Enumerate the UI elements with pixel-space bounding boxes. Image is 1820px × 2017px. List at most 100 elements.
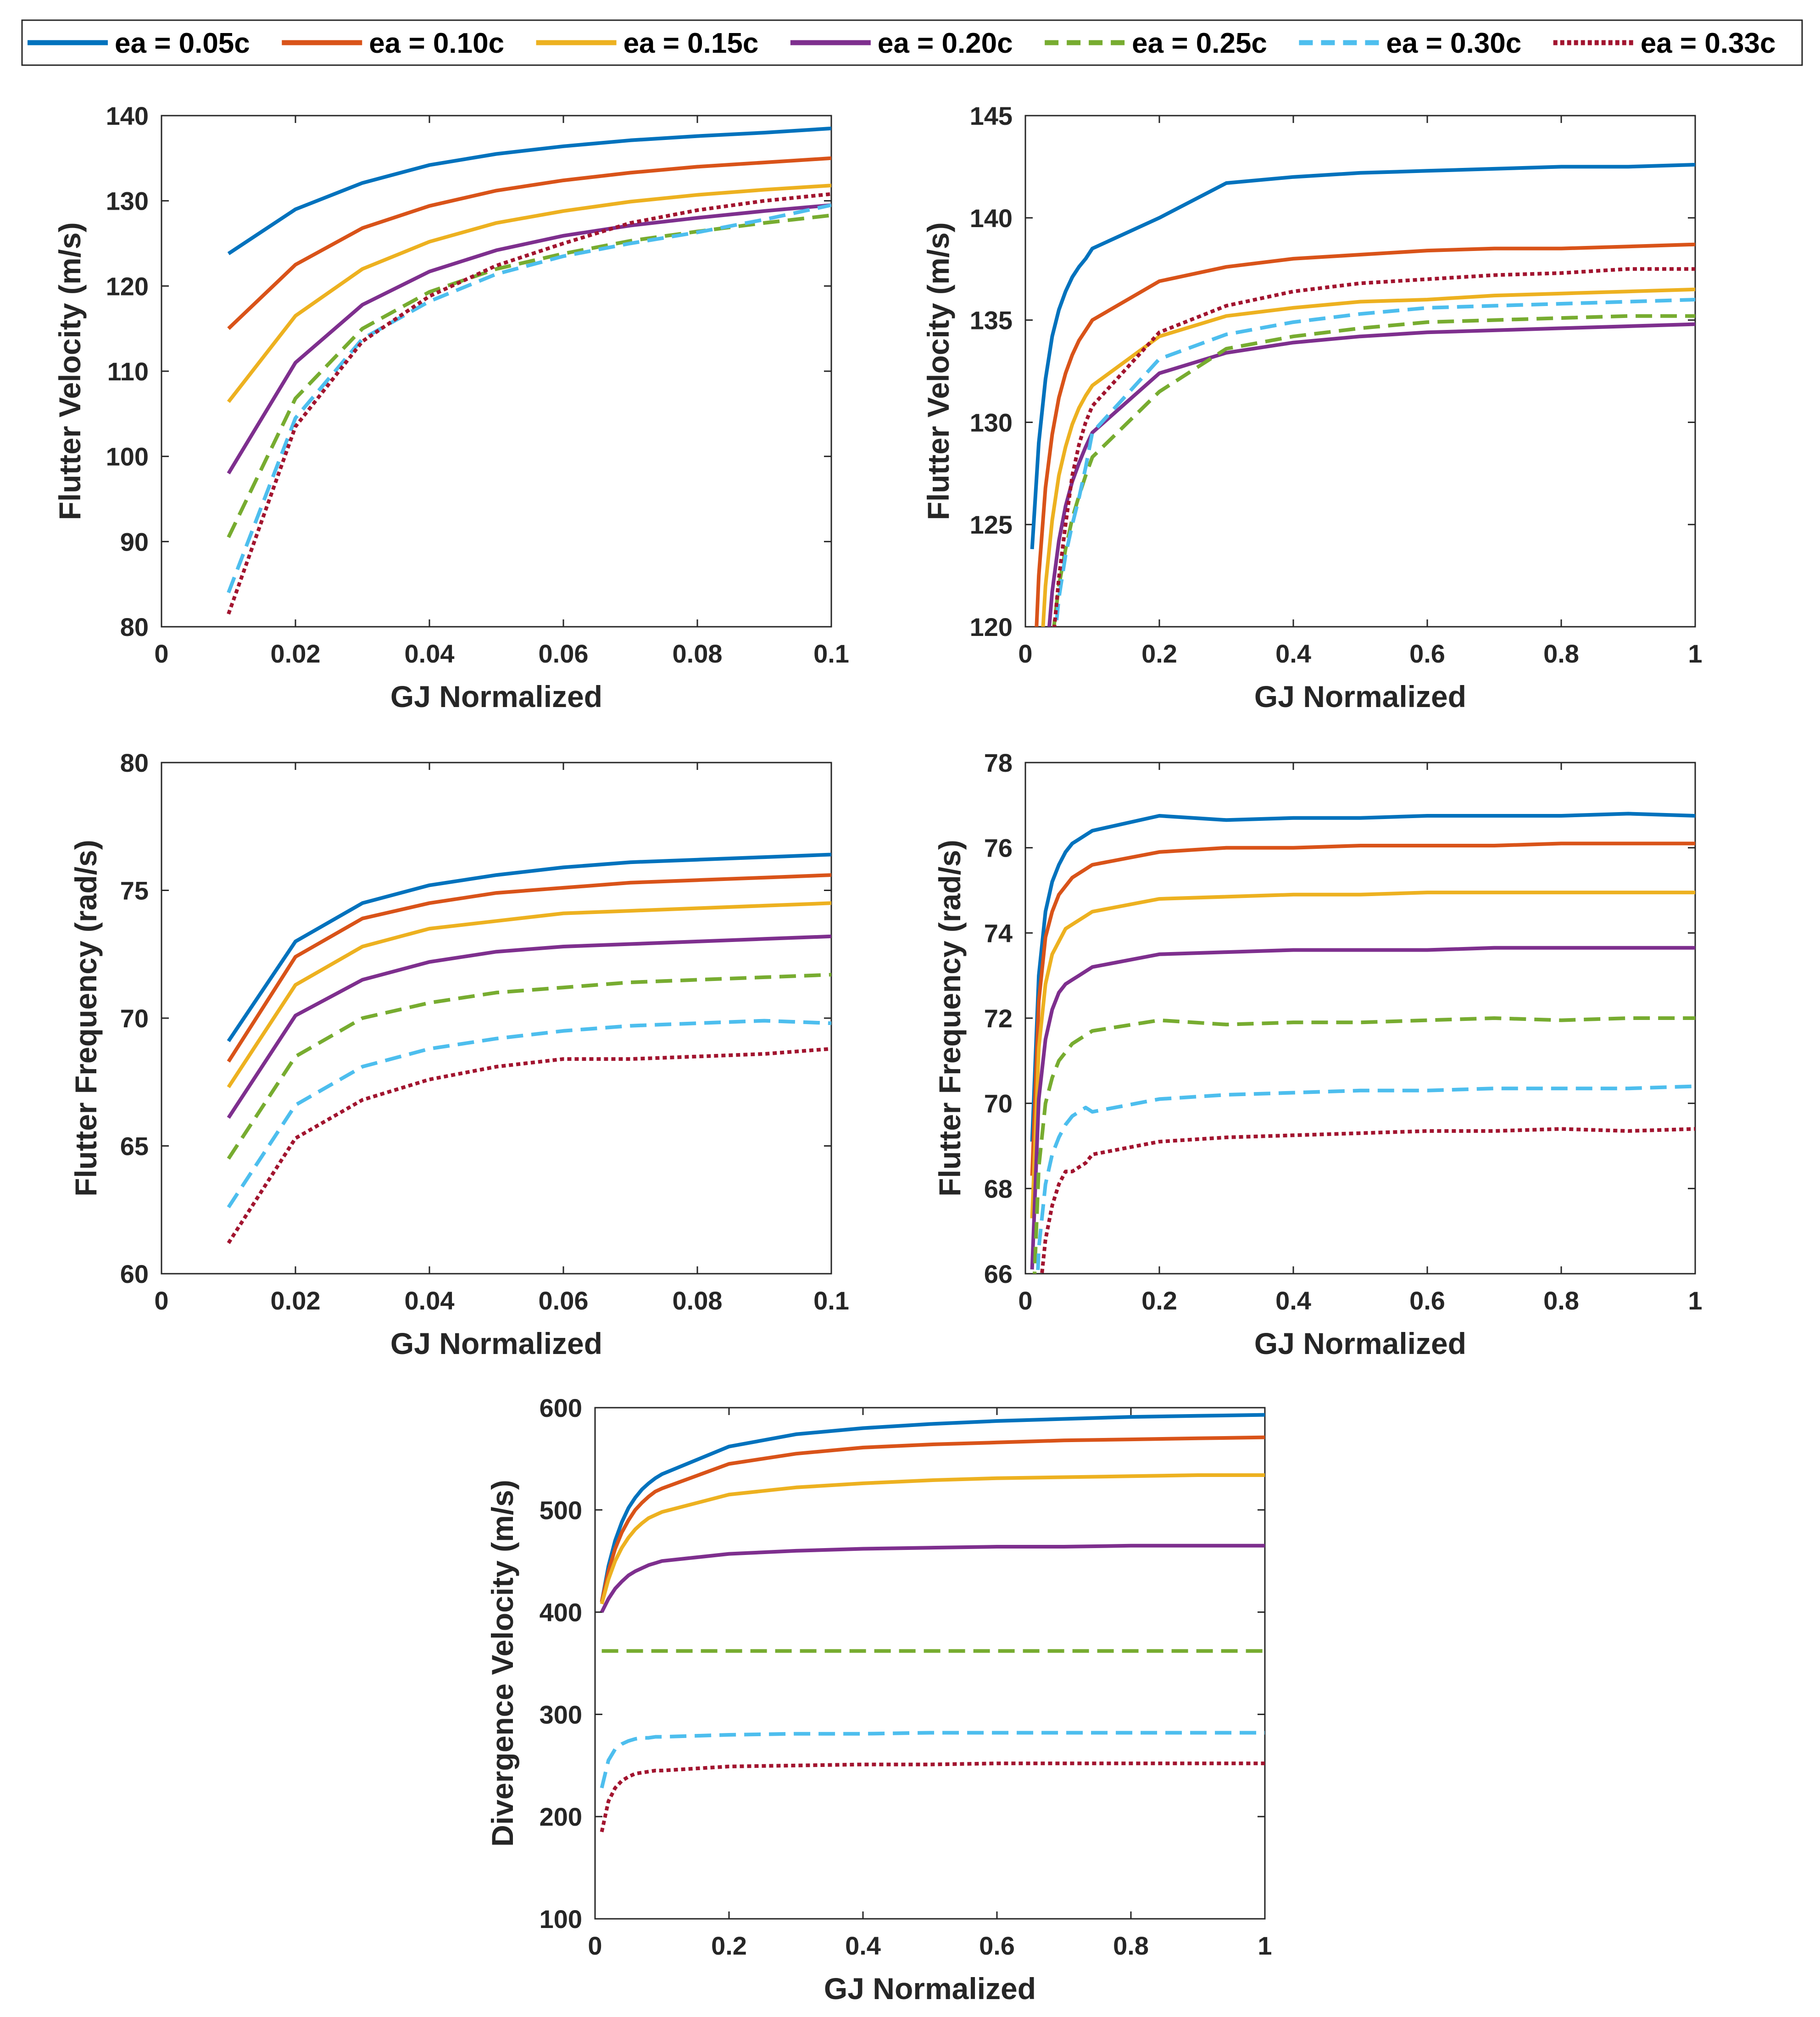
series-line-ea-0-05c [1030, 812, 1695, 1142]
series-line-ea-0-20c [1047, 322, 1695, 627]
y-tick-label: 78 [984, 748, 1013, 777]
series-line-ea-0-15c [600, 1473, 1265, 1605]
x-tick-label: 0.04 [405, 639, 455, 668]
x-tick-label: 0.04 [405, 1286, 455, 1315]
y-tick-label: 145 [970, 101, 1013, 130]
series-line-ea-0-20c [227, 934, 831, 1119]
y-tick-label: 125 [970, 510, 1013, 539]
series-line-ea-0-33c [1040, 1127, 1695, 1274]
legend-label: ea = 0.30c [1386, 28, 1521, 59]
y-tick-label: 600 [540, 1393, 582, 1422]
series-line-ea-0-25c [227, 213, 831, 538]
series-line-ea-0-15c [1030, 891, 1695, 1219]
legend-label: ea = 0.25c [1132, 28, 1267, 59]
x-axis-label: GJ Normalized [390, 680, 602, 713]
y-tick-label: 66 [984, 1259, 1013, 1288]
series-line-ea-0-33c [1052, 267, 1695, 627]
legend-label: ea = 0.05c [115, 28, 250, 59]
y-tick-label: 65 [120, 1132, 149, 1161]
x-tick-label: 0.08 [673, 1286, 723, 1315]
y-tick-label: 500 [540, 1496, 582, 1525]
x-tick-label: 0.8 [1543, 1286, 1579, 1315]
y-tick-label: 60 [120, 1259, 149, 1288]
x-axis-label: GJ Normalized [1254, 1326, 1466, 1360]
legend-label: ea = 0.15c [623, 28, 759, 59]
y-axis-label: Flutter Velocity (m/s) [53, 222, 87, 520]
y-axis-label: Flutter Frequency (rad/s) [69, 840, 103, 1196]
y-tick-label: 140 [970, 204, 1013, 233]
series-line-ea-0-15c [227, 901, 831, 1088]
series-line-ea-0-20c [600, 1543, 1265, 1613]
series-line-ea-0-33c [600, 1761, 1265, 1833]
series-line-ea-0-33c [227, 192, 831, 615]
series-line-ea-0-30c [1054, 298, 1695, 627]
legend-entry: ea = 0.30c [1299, 28, 1521, 59]
x-tick-label: 0.06 [539, 1286, 589, 1315]
x-tick-label: 0.06 [539, 639, 589, 668]
y-tick-label: 135 [970, 306, 1013, 335]
y-tick-label: 100 [106, 442, 149, 471]
series-line-ea-0-10c [1030, 841, 1695, 1176]
y-tick-label: 400 [540, 1598, 582, 1627]
x-axis-label: GJ Normalized [390, 1326, 602, 1360]
y-tick-label: 140 [106, 101, 149, 130]
series-line-ea-0-10c [600, 1435, 1265, 1603]
legend-entry: ea = 0.20c [790, 28, 1013, 59]
series-line-ea-0-30c [227, 203, 831, 594]
y-tick-label: 75 [120, 876, 149, 905]
plot-area [161, 115, 832, 628]
x-tick-label: 1 [1258, 1931, 1272, 1960]
plot-area [1024, 115, 1696, 628]
plot-area [594, 1407, 1266, 1920]
x-tick-label: 0.6 [1409, 1286, 1445, 1315]
series-line-ea-0-05c [227, 126, 831, 256]
x-tick-label: 0.1 [813, 639, 849, 668]
x-tick-label: 0.4 [1275, 639, 1311, 668]
series-line-ea-0-25c [227, 973, 831, 1160]
x-tick-label: 0.4 [1275, 1286, 1311, 1315]
y-axis-label: Flutter Velocity (m/s) [921, 222, 955, 520]
chart-flutter-velocity-low: 0 0.02 0.04 0.06 0.08 0.1 80 90 100 110 120 130 140 G… [53, 101, 849, 713]
y-tick-label: 90 [120, 527, 149, 556]
x-tick-label: 0.2 [711, 1931, 747, 1960]
series-line-ea-0-25c [1052, 314, 1695, 627]
series-group [227, 126, 831, 615]
x-tick-label: 0.6 [979, 1931, 1015, 1960]
series-line-ea-0-15c [227, 184, 831, 403]
series-line-ea-0-20c [1030, 946, 1695, 1270]
y-tick-label: 70 [120, 1004, 149, 1033]
charts: 0 0.02 0.04 0.06 0.08 0.1 80 90 100 110 120 130 140 G… [53, 101, 1703, 2006]
y-tick-label: 80 [120, 613, 149, 641]
y-tick-label: 72 [984, 1004, 1013, 1033]
legend-label: ea = 0.33c [1641, 28, 1776, 59]
x-tick-label: 0.08 [673, 639, 723, 668]
chart-flutter-velocity-full: 0 0.2 0.4 0.6 0.8 1 120 125 130 135 140 145 GJ Norma… [921, 101, 1703, 713]
x-tick-label: 0.2 [1141, 1286, 1177, 1315]
x-tick-label: 0 [588, 1931, 602, 1960]
x-tick-label: 0.1 [813, 1286, 849, 1315]
legend-entry: ea = 0.05c [28, 28, 250, 59]
chart-flutter-frequency-full: 0 0.2 0.4 0.6 0.8 1 66 68 70 72 74 76 78 GJ Normalize… [933, 748, 1703, 1360]
y-axis-label: Divergence Velocity (m/s) [485, 1480, 519, 1847]
x-axis-label: GJ Normalized [1254, 680, 1466, 713]
x-tick-label: 0.8 [1113, 1931, 1149, 1960]
legend: ea = 0.05c ea = 0.10c ea = 0.15c ea = 0.20c… [21, 19, 1803, 66]
y-axis-label: Flutter Frequency (rad/s) [933, 840, 967, 1196]
x-tick-label: 0.8 [1543, 639, 1579, 668]
y-tick-label: 120 [970, 613, 1013, 641]
legend-entry: ea = 0.25c [1045, 28, 1267, 59]
series-line-ea-0-25c [1033, 1016, 1695, 1274]
y-tick-label: 200 [540, 1802, 582, 1831]
legend-label: ea = 0.10c [369, 28, 504, 59]
series-group [1030, 162, 1695, 627]
series-line-ea-0-30c [1036, 1084, 1695, 1274]
y-tick-label: 74 [984, 919, 1013, 947]
y-tick-label: 130 [106, 187, 149, 216]
legend-entry: ea = 0.15c [536, 28, 759, 59]
x-tick-label: 0 [154, 639, 168, 668]
y-tick-label: 110 [107, 357, 149, 386]
series-line-ea-0-15c [1041, 287, 1695, 627]
x-tick-label: 0.02 [271, 1286, 321, 1315]
series-line-ea-0-10c [1035, 242, 1695, 627]
